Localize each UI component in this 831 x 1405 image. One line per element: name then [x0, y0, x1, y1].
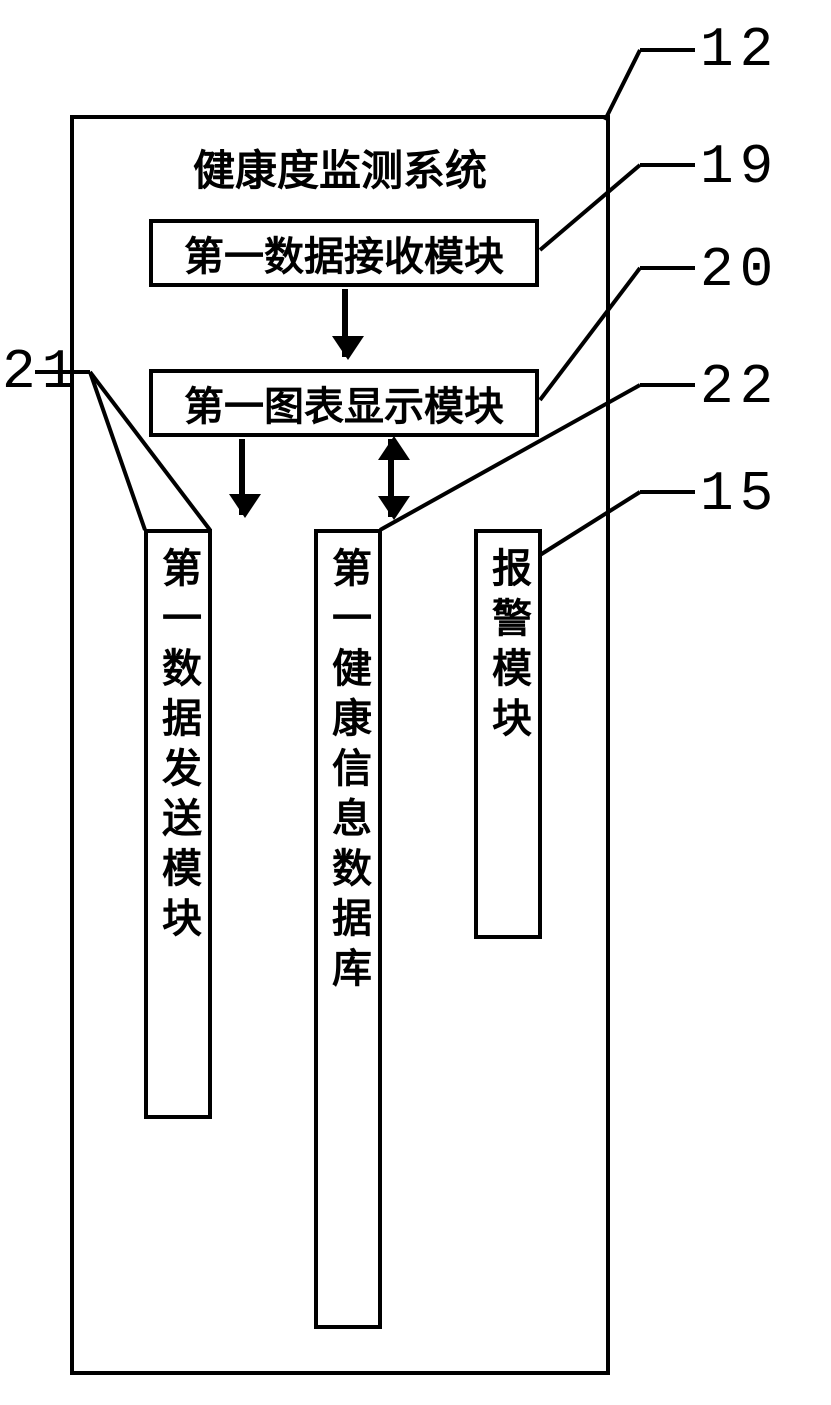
label-22: 22: [700, 355, 779, 419]
arrow-display-to-send: [239, 439, 245, 515]
health-monitoring-system: 健康度监测系统 第一数据接收模块 第一图表显示模块 第一数据发送模块 第一健康信…: [70, 115, 610, 1375]
module-data-send: 第一数据发送模块: [144, 529, 212, 1119]
label-19: 19: [700, 135, 779, 199]
label-15: 15: [700, 462, 779, 526]
system-title: 健康度监测系统: [74, 137, 606, 198]
label-20: 20: [700, 238, 779, 302]
module-chart-display: 第一图表显示模块: [149, 369, 539, 437]
arrow-receive-to-display: [342, 289, 348, 357]
module-alarm: 报警模块: [474, 529, 542, 939]
module-health-db: 第一健康信息数据库: [314, 529, 382, 1329]
arrow-display-to-db-bi: [388, 439, 394, 517]
module-data-receive: 第一数据接收模块: [149, 219, 539, 287]
label-21: 21: [2, 340, 81, 404]
label-12: 12: [700, 18, 779, 82]
